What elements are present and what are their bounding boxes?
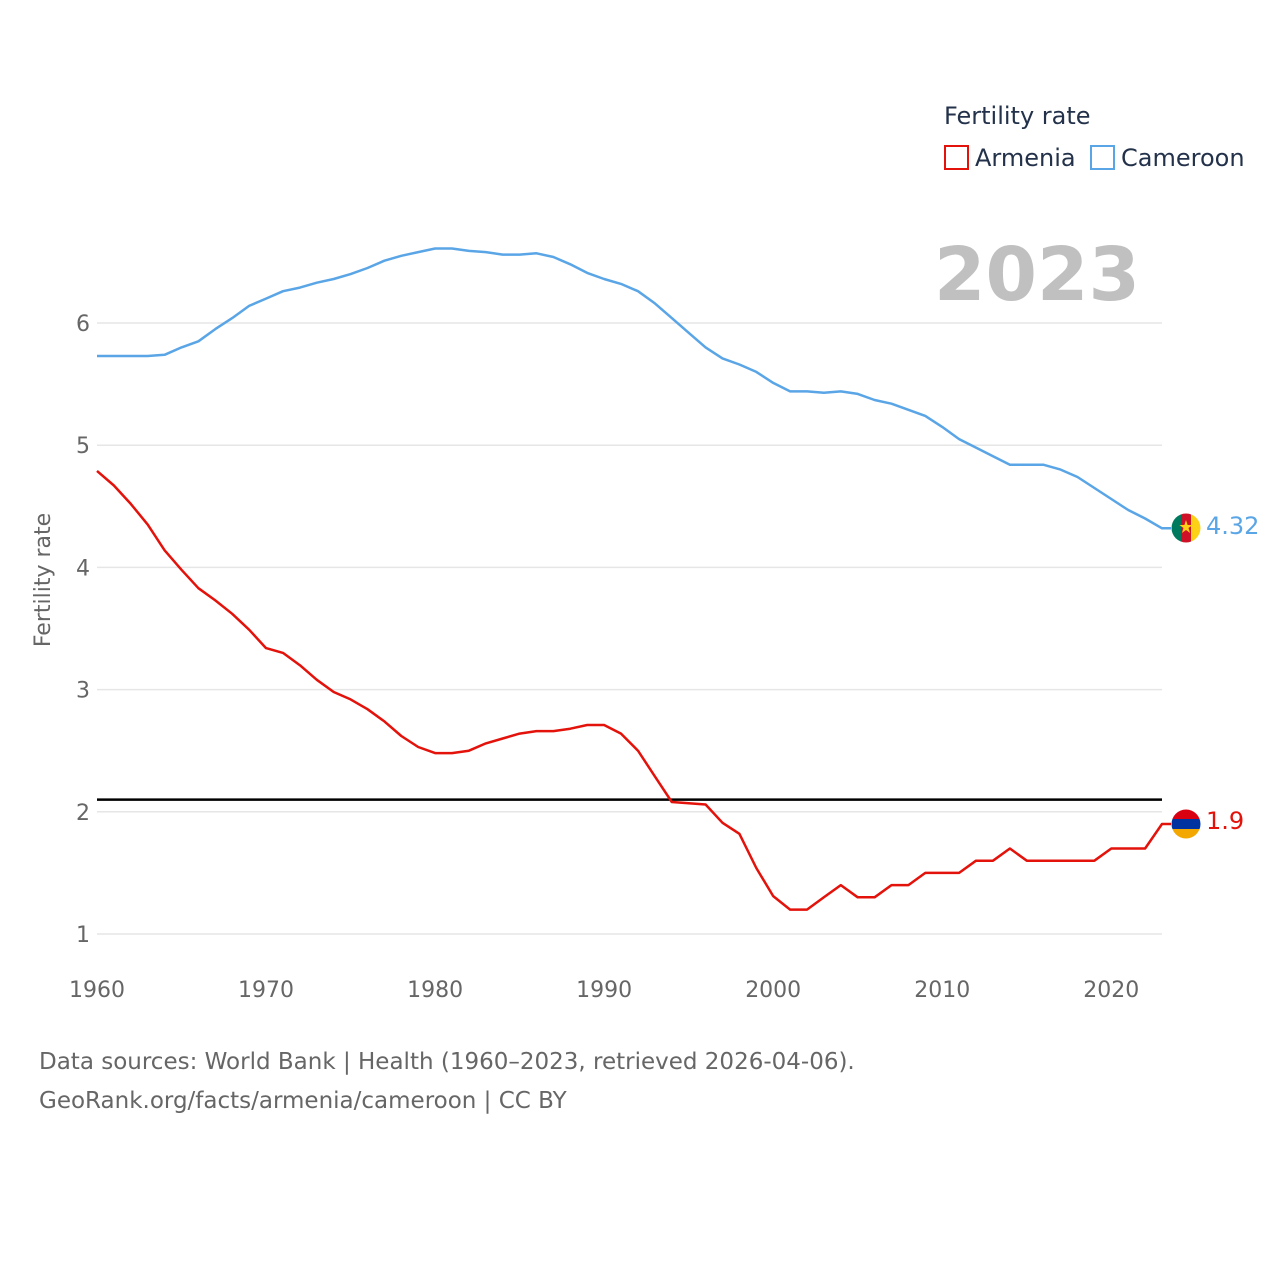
source-url-text: GeoRank.org/facts/armenia/cameroon | CC … [39, 1088, 568, 1114]
armenia-flag-icon [1171, 809, 1201, 839]
x-tick-label: 1960 [69, 978, 125, 1003]
y-tick-label: 2 [76, 801, 90, 826]
x-tick-label: 1990 [576, 978, 632, 1003]
legend-title: Fertility rate [944, 102, 1091, 130]
x-tick-label: 2000 [745, 978, 801, 1003]
y-axis-label: Fertility rate [31, 513, 56, 647]
data-source-text: Data sources: World Bank | Health (1960–… [39, 1049, 855, 1075]
year-display: 2023 [934, 232, 1140, 318]
end-value-label-armenia: 1.9 [1206, 807, 1244, 835]
legend-swatch-cameroon [1090, 145, 1115, 170]
legend: Fertility rate Armenia Cameroon [944, 102, 1245, 172]
y-tick-label: 1 [76, 923, 90, 948]
legend-swatch-armenia [944, 145, 969, 170]
y-tick-labels: 1 2 3 4 5 6 [76, 312, 90, 948]
y-tick-label: 3 [76, 679, 90, 704]
cameroon-flag-icon [1171, 513, 1201, 543]
series-line-armenia [96, 469, 1171, 911]
series-line-cameroon [97, 247, 1171, 530]
x-tick-labels: 1960 1970 1980 1990 2000 2010 2020 [69, 978, 1139, 1003]
end-value-label-cameroon: 4.32 [1206, 512, 1259, 540]
y-tick-label: 6 [76, 312, 90, 337]
x-tick-label: 1980 [407, 978, 463, 1003]
x-tick-label: 1970 [238, 978, 294, 1003]
x-tick-label: 2010 [914, 978, 970, 1003]
legend-label-armenia: Armenia [975, 144, 1076, 172]
y-tick-label: 4 [76, 556, 90, 581]
y-gridlines [97, 322, 1162, 935]
legend-label-cameroon: Cameroon [1121, 144, 1245, 172]
y-tick-label: 5 [76, 434, 90, 459]
x-tick-label: 2020 [1083, 978, 1139, 1003]
